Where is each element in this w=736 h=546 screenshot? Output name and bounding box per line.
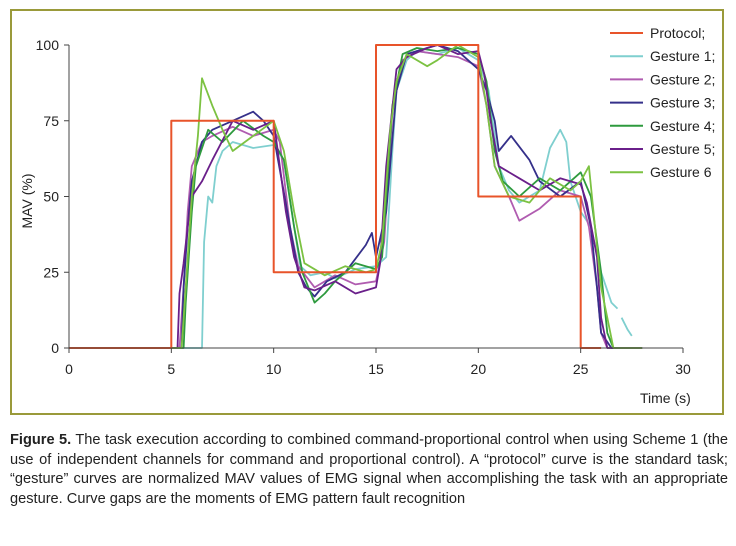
axes: 0 5 10 15 20 25 30 0 25 50 75 100 [36, 37, 691, 377]
x-tick-label: 5 [167, 361, 175, 377]
y-tick-label: 25 [43, 264, 59, 280]
x-tick-label: 15 [368, 361, 384, 377]
y-tick-label: 0 [51, 340, 59, 356]
x-ticks: 0 5 10 15 20 25 30 [65, 348, 691, 377]
legend-label: Gesture 3; [650, 95, 715, 111]
legend-label: Gesture 6 [650, 164, 712, 180]
series-line-gesture-6 [69, 44, 643, 349]
caption-text: The task execution according to combined… [10, 432, 728, 507]
line-chart: 0 5 10 15 20 25 30 0 25 50 75 100 Time (s) MAV (%)… [19, 25, 715, 406]
y-axis-label: MAV (%) [19, 174, 35, 229]
series-line-gesture-4 [69, 47, 643, 349]
x-tick-label: 25 [573, 361, 589, 377]
series-line-gesture-2 [69, 50, 643, 349]
y-ticks: 0 25 50 75 100 [36, 37, 69, 356]
x-tick-label: 0 [65, 361, 73, 377]
legend-label: Gesture 1; [650, 48, 715, 64]
y-tick-label: 50 [43, 189, 59, 205]
legend-label: Protocol; [650, 25, 705, 41]
plot-lines [69, 44, 643, 349]
x-tick-label: 20 [471, 361, 487, 377]
x-axis-label: Time (s) [640, 390, 691, 406]
y-tick-label: 100 [36, 37, 60, 53]
y-tick-label: 75 [43, 113, 59, 129]
legend-label: Gesture 5; [650, 141, 715, 157]
x-tick-label: 30 [675, 361, 691, 377]
series-line-gesture-5 [69, 44, 643, 349]
legend: Protocol; Gesture 1; Gesture 2; Gesture 3; G… [610, 25, 715, 180]
legend-label: Gesture 4; [650, 118, 715, 134]
series-line-protocol [69, 44, 602, 349]
legend-label: Gesture 2; [650, 71, 715, 87]
series-line-gesture-1 [69, 47, 633, 349]
caption-label: Figure 5. [10, 432, 72, 448]
x-tick-label: 10 [266, 361, 282, 377]
figure-caption: Figure 5. The task execution according t… [10, 431, 728, 509]
figure-frame: 0 5 10 15 20 25 30 0 25 50 75 100 Time (s) MAV (%)… [10, 9, 724, 415]
